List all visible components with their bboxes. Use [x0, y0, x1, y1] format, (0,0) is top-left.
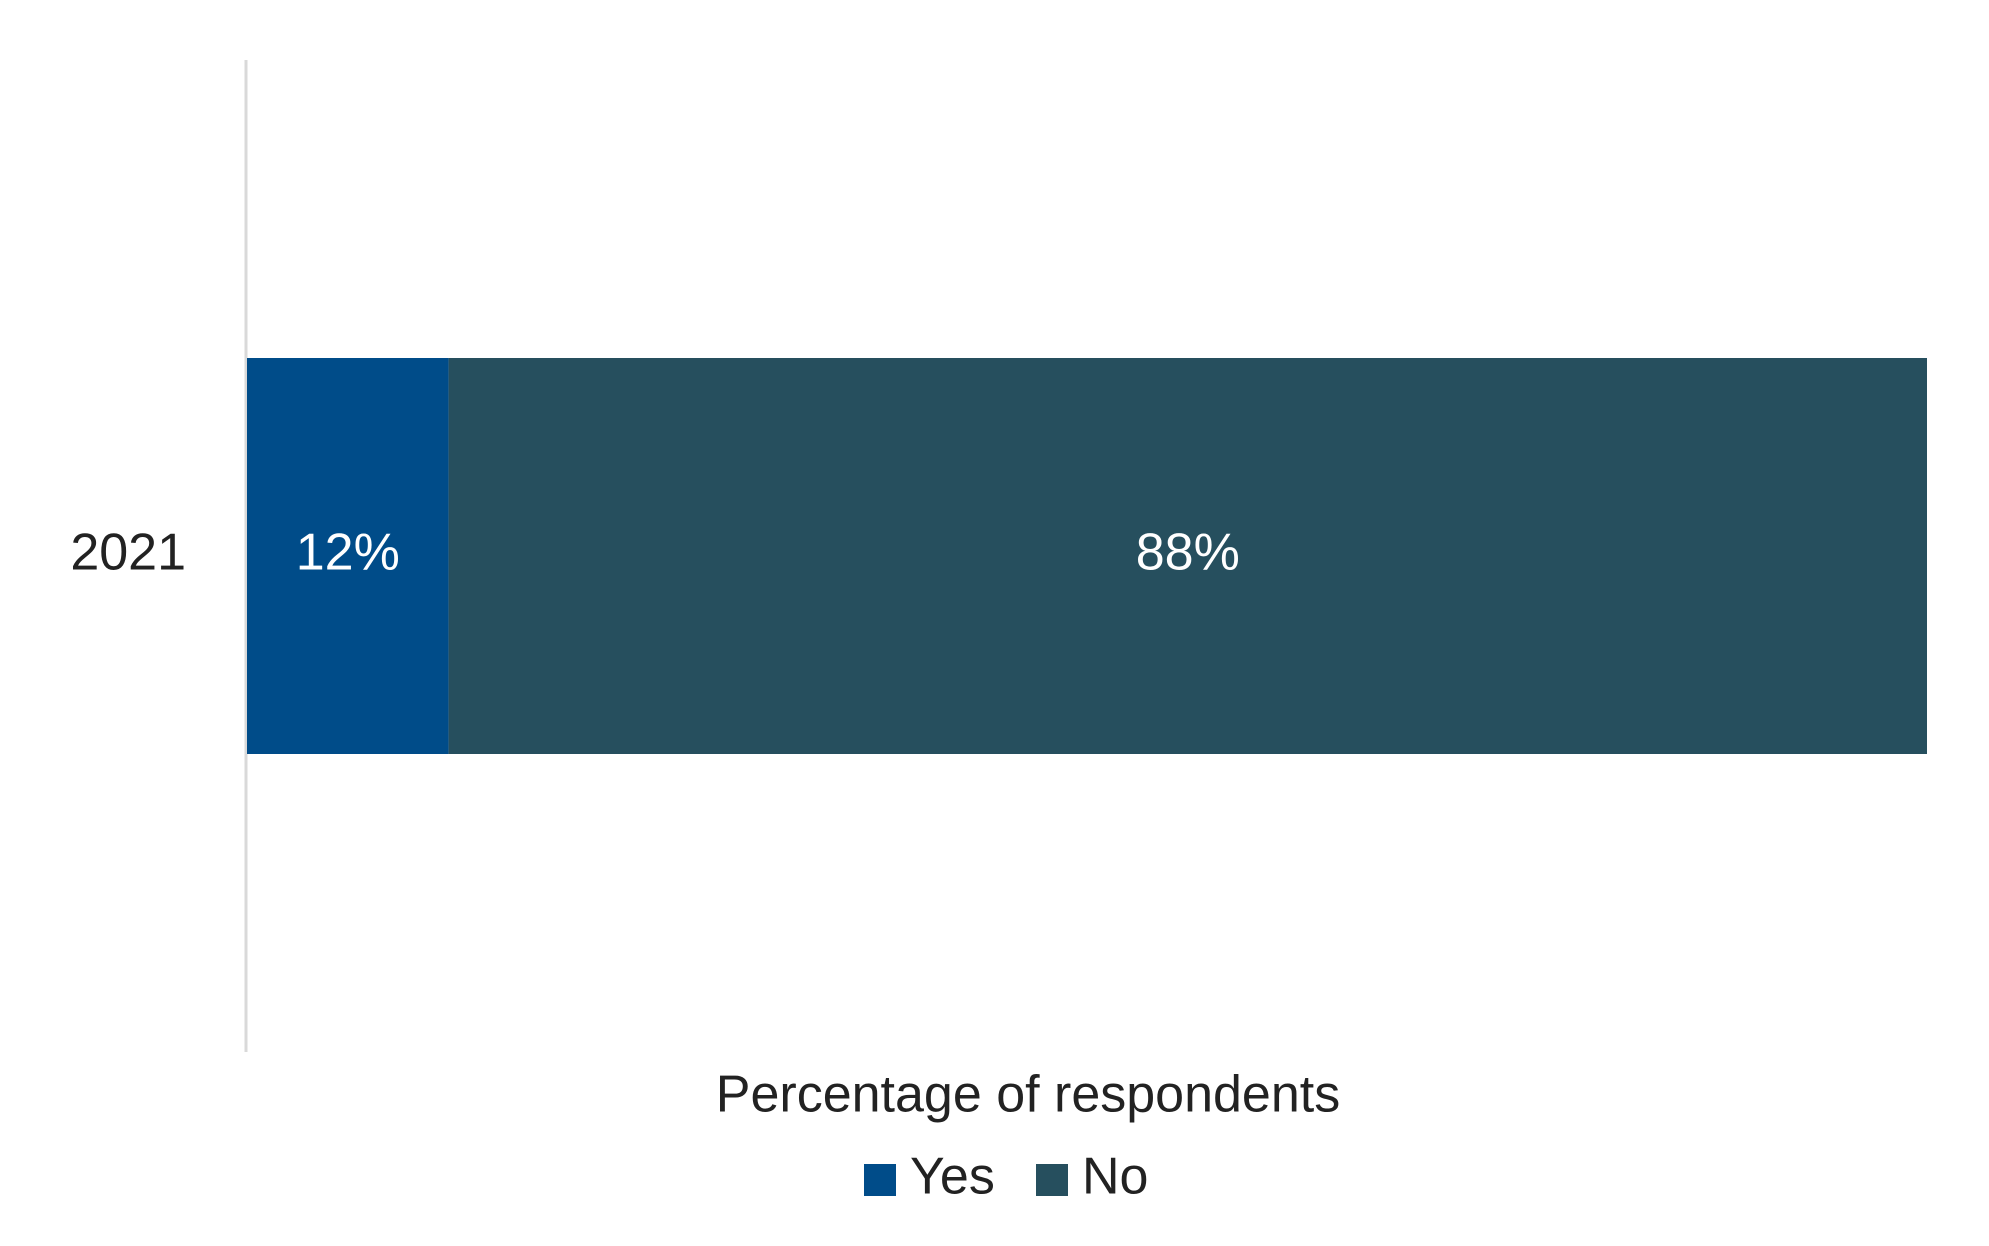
- data-label-no: 88%: [1136, 524, 1240, 582]
- legend-swatch-no: [1036, 1164, 1068, 1196]
- data-label-yes: 12%: [296, 524, 400, 582]
- x-axis-title: Percentage of respondents: [716, 1066, 1340, 1124]
- legend-label-no: No: [1082, 1148, 1148, 1206]
- y-tick-label: 2021: [70, 524, 186, 582]
- legend-swatch-yes: [864, 1164, 896, 1196]
- legend-label-yes: Yes: [910, 1148, 995, 1206]
- legend: Yes No: [864, 1148, 1148, 1206]
- labels-layer: 2021 12% 88%: [70, 524, 1240, 582]
- bar-segment-no: [448, 358, 1928, 754]
- bar-segment-yes: [247, 358, 449, 754]
- bars-layer: [247, 358, 1928, 754]
